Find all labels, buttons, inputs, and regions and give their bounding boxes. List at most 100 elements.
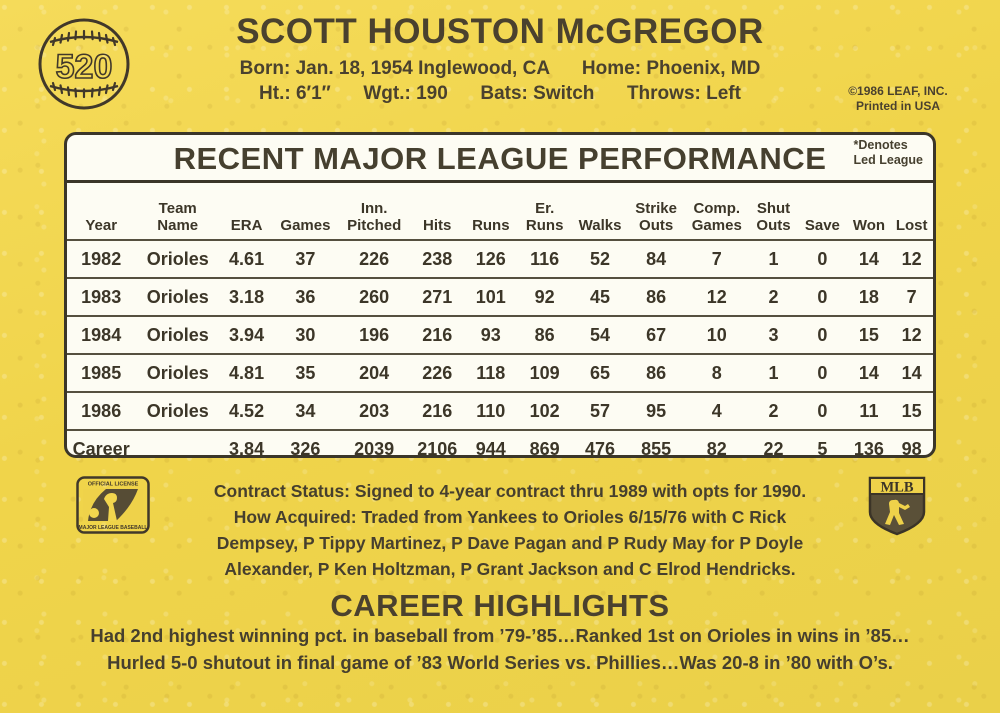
table-row-career: Career 3.84 326 2039 2106 944 869 476 85…	[67, 430, 933, 458]
home-value: Phoenix, MD	[646, 58, 761, 79]
official-license-bottom-text: MAJOR LEAGUE BASEBALL	[79, 525, 148, 531]
cell-inn: 2039	[354, 439, 395, 458]
career-highlights-line-1: Had 2nd highest winning pct. in baseball…	[90, 625, 910, 646]
cell-walks: 476	[585, 439, 616, 458]
column-header-walks: Walks	[578, 217, 622, 234]
cell-save: 0	[817, 362, 828, 383]
cell-cg: 7	[711, 248, 722, 269]
throws-value: Left	[706, 83, 741, 104]
stats-table: Year Team Name ERA Games	[67, 183, 933, 458]
cell-won: 14	[858, 248, 879, 269]
cell-era: 3.84	[229, 439, 265, 458]
cell-games: 30	[295, 324, 316, 345]
cell-er-runs: 86	[534, 324, 555, 345]
card-number-text: 520	[56, 48, 113, 86]
cell-team: Orioles	[146, 324, 209, 345]
cell-so: 86	[646, 362, 667, 383]
cell-hits: 271	[422, 286, 453, 307]
weight-value: 190	[416, 83, 448, 104]
cell-hits: 226	[422, 362, 453, 383]
cell-sho: 22	[763, 439, 784, 458]
born-label: Born:	[239, 58, 291, 79]
cell-er-runs: 116	[530, 248, 560, 269]
height-label: Ht.:	[259, 83, 291, 104]
cell-lost: 14	[901, 362, 922, 383]
cell-walks: 52	[590, 248, 611, 269]
column-header-hits: Hits	[423, 217, 452, 234]
cell-inn: 196	[359, 324, 390, 345]
cell-so: 86	[646, 286, 667, 307]
cell-year: 1985	[81, 362, 122, 383]
column-header-shut-outs: Shut Outs	[756, 200, 791, 234]
mlb-shield-logo-icon: MLB	[866, 474, 928, 536]
led-league-note-line1: *Denotes	[853, 138, 908, 152]
cell-save: 0	[817, 324, 828, 345]
cell-games: 326	[290, 439, 321, 458]
cell-walks: 45	[590, 286, 611, 307]
how-acquired-line-3: Alexander, P Ken Holtzman, P Grant Jacks…	[224, 559, 796, 579]
cell-er-runs: 102	[529, 400, 560, 421]
column-header-runs: Runs	[472, 217, 510, 234]
cell-inn: 226	[359, 248, 390, 269]
page-title: SCOTT HOUSTON McGREGOR	[236, 12, 764, 51]
cell-er-runs: 869	[529, 439, 560, 458]
printed-in-text: Printed in USA	[855, 99, 940, 113]
cell-save: 0	[817, 286, 828, 307]
cell-inn: 203	[359, 400, 390, 421]
how-acquired-line-2: Dempsey, P Tippy Martinez, P Dave Pagan …	[216, 533, 804, 553]
cell-cg: 8	[711, 362, 722, 383]
birthplace: Inglewood, CA	[418, 58, 550, 79]
cell-lost: 7	[906, 286, 917, 307]
led-league-note: *Denotes Led League	[854, 138, 923, 168]
contract-status-line: Contract Status: Signed to 4-year contra…	[213, 481, 807, 501]
column-header-earned-runs: Er. Runs	[525, 200, 564, 234]
cell-save: 5	[817, 439, 828, 458]
career-highlights-line-2: Hurled 5-0 shutout in final game of ’83 …	[107, 652, 893, 673]
cell-era: 3.18	[229, 286, 265, 307]
card-number-baseball-icon: 520	[36, 16, 132, 112]
stats-panel-header: RECENT MAJOR LEAGUE PERFORMANCE *Denotes…	[67, 135, 933, 183]
cell-won: 15	[858, 324, 879, 345]
bats-label: Bats:	[480, 83, 528, 104]
column-header-strike-outs: Strike Outs	[635, 200, 677, 234]
bio-line-birth: Born: Jan. 18, 1954 Inglewood, CA Home: …	[150, 58, 850, 80]
cell-team: Orioles	[146, 286, 209, 307]
cell-runs: 118	[476, 362, 506, 383]
cell-runs: 126	[475, 248, 506, 269]
stats-header-row: Year Team Name ERA Games	[67, 183, 933, 240]
cell-walks: 57	[590, 400, 611, 421]
cell-walks: 54	[590, 324, 611, 345]
career-highlights-title: CAREER HIGHLIGHTS	[330, 588, 670, 623]
cell-runs: 110	[476, 400, 506, 421]
cell-sho: 1	[768, 248, 779, 269]
cell-era: 3.94	[229, 324, 265, 345]
cell-er-runs: 109	[529, 362, 560, 383]
cell-sho: 1	[768, 362, 779, 383]
mlb-shield-text: MLB	[880, 480, 913, 496]
home-label: Home:	[581, 58, 642, 79]
throws-label: Throws:	[626, 83, 701, 104]
cell-cg: 82	[706, 439, 727, 458]
official-license-top-text: OFFICIAL LICENSE	[88, 482, 139, 488]
table-row: 1983 Orioles 3.18 36 260 271 101 92 45 8…	[67, 278, 933, 316]
cell-games: 37	[295, 248, 316, 269]
table-row: 1985 Orioles 4.81 35 204 226 118 109 65 …	[67, 354, 933, 392]
bats-value: Switch	[533, 83, 595, 104]
cell-era: 4.81	[229, 362, 265, 383]
cell-save: 0	[817, 400, 828, 421]
cell-year: 1982	[81, 248, 122, 269]
cell-er-runs: 92	[534, 286, 555, 307]
cell-won: 18	[858, 286, 879, 307]
cell-hits: 238	[422, 248, 453, 269]
column-header-era: ERA	[230, 217, 263, 234]
cell-sho: 2	[768, 400, 779, 421]
cell-team: Orioles	[146, 248, 209, 269]
cell-won: 136	[853, 439, 884, 458]
cell-team	[135, 430, 220, 455]
official-license-mlb-logo-icon: OFFICIAL LICENSE MAJOR LEAGUE BASEBALL	[76, 476, 150, 534]
how-acquired-line-1: How Acquired: Traded from Yankees to Ori…	[233, 507, 787, 527]
column-header-save: Save	[804, 217, 840, 234]
cell-cg: 12	[706, 286, 727, 307]
cell-sho: 3	[768, 324, 779, 345]
